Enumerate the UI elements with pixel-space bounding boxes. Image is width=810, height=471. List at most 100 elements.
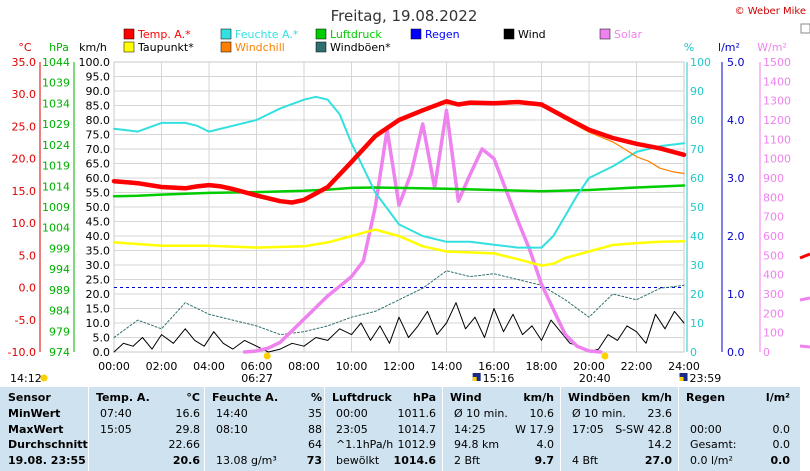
sun-mark-label: 23:59 bbox=[690, 372, 722, 385]
tick-x: 24:00 bbox=[668, 360, 700, 373]
table-cell-note: Ø 10 min. bbox=[454, 407, 508, 420]
tick-wind: 40.0 bbox=[86, 230, 111, 243]
tick-x: 20:00 bbox=[573, 360, 605, 373]
tick-pressure: 1009 bbox=[42, 201, 70, 214]
legend-swatch bbox=[315, 41, 327, 53]
table-cell-note: 94.8 km bbox=[454, 438, 500, 451]
table-header: Sensor bbox=[8, 391, 51, 404]
tick-pressure: 989 bbox=[49, 284, 70, 297]
legend-label: Wind bbox=[518, 28, 546, 41]
legend-label: Luftdruck bbox=[330, 28, 382, 41]
tick-wind: 65.0 bbox=[86, 158, 111, 171]
table-cell-value: 16.6 bbox=[175, 407, 201, 420]
table-header-unit: hPa bbox=[412, 391, 436, 404]
tick-x: 08:00 bbox=[288, 360, 320, 373]
axis-unit-temp: °C bbox=[18, 41, 32, 54]
table-cell-value: 22.66 bbox=[168, 438, 201, 451]
table-cell-value: 27.0 bbox=[644, 453, 672, 467]
tick-solar: 400 bbox=[763, 269, 784, 282]
tick-rain: 2.0 bbox=[727, 230, 745, 243]
tick-solar: 300 bbox=[763, 288, 784, 301]
table-cell-value: 9.7 bbox=[534, 453, 555, 467]
tick-wind: 95.0 bbox=[86, 71, 111, 84]
sun-mark-label: 14:12 bbox=[10, 372, 42, 385]
tick-wind: 30.0 bbox=[86, 259, 111, 272]
series-solar bbox=[242, 108, 603, 354]
tick-temp: 35.0 bbox=[12, 56, 37, 69]
table-row-label: 19.08. 23:55 bbox=[8, 453, 86, 467]
tick-x: 22:00 bbox=[621, 360, 653, 373]
legend-swatch bbox=[599, 28, 611, 40]
sun-icon bbox=[263, 352, 271, 360]
tick-wind: 35.0 bbox=[86, 245, 111, 258]
table-cell-value: 4.0 bbox=[536, 438, 555, 451]
tick-pressure: 974 bbox=[49, 346, 70, 359]
table-header-unit: % bbox=[310, 391, 322, 404]
table-header-unit: l/m² bbox=[765, 391, 790, 404]
tick-temp: 0.0 bbox=[19, 282, 37, 295]
legend-swatch bbox=[315, 28, 327, 40]
table-cell-value: 1012.9 bbox=[397, 438, 437, 451]
tick-wind: 75.0 bbox=[86, 129, 111, 142]
tick-pressure: 979 bbox=[49, 325, 70, 338]
chart-title: Freitag, 19.08.2022 bbox=[331, 7, 478, 25]
table-row-label: Durchschnitt bbox=[8, 438, 88, 451]
tick-wind: 5.0 bbox=[93, 332, 111, 345]
table-header: Wind bbox=[450, 391, 482, 404]
legend-label: Windböen* bbox=[330, 41, 391, 54]
tick-pressure: 1029 bbox=[42, 118, 70, 131]
table-cell-note: 2 Bft bbox=[454, 453, 481, 467]
table-header-unit: °C bbox=[186, 391, 200, 404]
legend-label: Windchill bbox=[235, 41, 285, 54]
sun-mark-label: 06:27 bbox=[241, 372, 273, 385]
moon-icon-inner bbox=[679, 377, 684, 381]
tick-solar: 0 bbox=[763, 346, 770, 359]
legend-swatch bbox=[220, 28, 232, 40]
sun-icon bbox=[40, 374, 48, 382]
table-header: Feuchte A. bbox=[212, 391, 279, 404]
tick-pressure: 1004 bbox=[42, 222, 70, 235]
tick-pressure: 994 bbox=[49, 263, 70, 276]
series-windchill bbox=[445, 100, 685, 175]
tick-wind: 60.0 bbox=[86, 172, 111, 185]
tick-solar: 600 bbox=[763, 230, 784, 243]
tick-rain: 5.0 bbox=[727, 56, 745, 69]
table-header: Windböen bbox=[568, 391, 631, 404]
axis-unit-wind: km/h bbox=[79, 41, 107, 54]
table-cell-value: S-SW 42.8 bbox=[615, 422, 672, 436]
tick-temp: 5.0 bbox=[19, 249, 37, 262]
legend-label: Regen bbox=[425, 28, 460, 41]
edge-legend-box bbox=[800, 23, 810, 34]
tick-wind: 45.0 bbox=[86, 216, 111, 229]
table-cell-value: 29.8 bbox=[175, 422, 201, 436]
axis-unit-rain: l/m² bbox=[718, 41, 740, 54]
tick-rain: 1.0 bbox=[727, 288, 745, 301]
tick-temp: -5.0 bbox=[15, 314, 36, 327]
table-cell-value: 1011.6 bbox=[397, 407, 437, 420]
table-cell-note: Ø 10 min. bbox=[572, 407, 626, 420]
tick-humidity: 80 bbox=[690, 114, 704, 127]
tick-solar: 800 bbox=[763, 191, 784, 204]
tick-solar: 1000 bbox=[763, 153, 791, 166]
table-cell-value: 10.6 bbox=[529, 407, 555, 420]
tick-solar: 100 bbox=[763, 327, 784, 340]
axis-unit-solar: W/m² bbox=[757, 41, 787, 54]
moon-icon-inner bbox=[472, 377, 477, 381]
table-cell-value: 0.0 bbox=[772, 422, 791, 436]
table-cell-value: 1014.7 bbox=[397, 422, 437, 436]
axis-unit-humidity: % bbox=[684, 41, 694, 54]
table-cell-note: 15:05 bbox=[100, 422, 132, 436]
sun-mark-label: 15:16 bbox=[483, 372, 515, 385]
tick-humidity: 10 bbox=[690, 317, 704, 330]
tick-humidity: 50 bbox=[690, 201, 704, 214]
legend-label: Temp. A.* bbox=[137, 28, 191, 41]
tick-pressure: 1044 bbox=[42, 56, 70, 69]
tick-humidity: 0 bbox=[690, 346, 697, 359]
table-cell-value: 64 bbox=[308, 438, 322, 451]
tick-x: 04:00 bbox=[193, 360, 225, 373]
tick-rain: 0.0 bbox=[727, 346, 745, 359]
table-cell-note: 17:05 bbox=[572, 422, 604, 436]
tick-x: 14:00 bbox=[431, 360, 463, 373]
legend-swatch bbox=[503, 28, 515, 40]
table-cell-value: 35 bbox=[308, 407, 322, 420]
